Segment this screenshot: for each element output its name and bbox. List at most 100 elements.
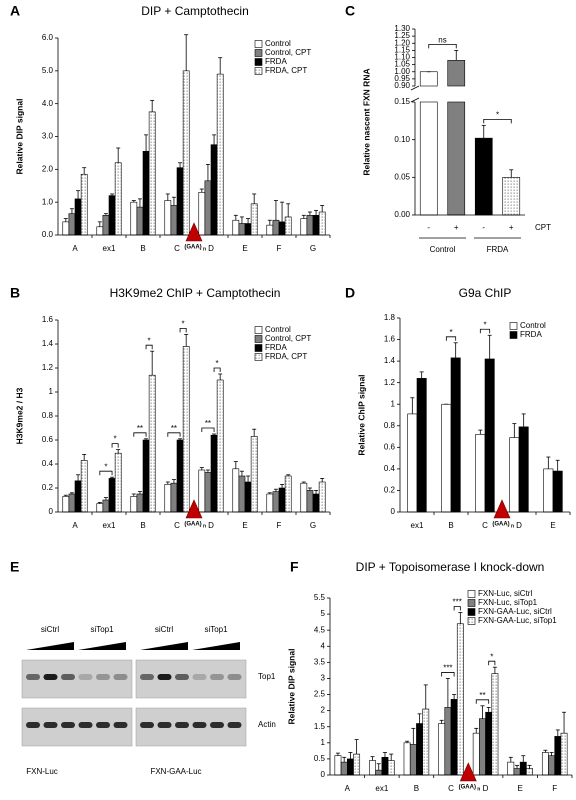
significance-bracket	[475, 699, 490, 704]
bar	[416, 723, 423, 776]
bar	[416, 378, 427, 513]
x-tick-label: -	[482, 223, 485, 232]
band	[227, 674, 242, 680]
x-tick-label: C	[174, 521, 180, 530]
chart-title: DIP + Camptothecin	[141, 4, 249, 18]
gaa-marker	[185, 222, 203, 242]
band	[157, 722, 172, 728]
bar	[526, 768, 533, 776]
bar	[541, 752, 549, 776]
significance-label: ***	[443, 664, 452, 673]
gaa-label: (GAA)	[184, 522, 201, 528]
bar	[475, 434, 486, 513]
bar	[198, 469, 206, 513]
legend-swatch	[509, 322, 518, 330]
bar	[62, 221, 70, 236]
panel-label: D	[345, 285, 355, 301]
legend-label: FRDA, CPT	[265, 352, 307, 361]
gaa-marker	[459, 762, 477, 782]
bar	[272, 491, 280, 513]
bar	[369, 760, 376, 776]
significance-label: **	[137, 424, 143, 433]
x-tick-label: E	[517, 784, 522, 793]
significance-bracket	[99, 470, 113, 476]
bar	[114, 452, 122, 513]
legend-label: FRDA, CPT	[265, 66, 307, 75]
y-tick-label: 0	[321, 770, 326, 779]
band	[26, 674, 40, 680]
legend-swatch	[254, 49, 263, 57]
y-tick-label: 0.6	[384, 442, 396, 451]
y-tick-label: 1.6	[384, 335, 396, 344]
band	[61, 674, 75, 680]
x-tick-label: F	[277, 521, 282, 530]
bar	[554, 736, 562, 776]
bar	[409, 744, 417, 776]
y-tick-label: 0	[391, 507, 396, 516]
bar	[502, 177, 521, 216]
y-tick-label: 4	[321, 641, 326, 650]
bar	[278, 487, 286, 513]
legend-swatch	[467, 599, 476, 607]
bar	[519, 761, 527, 776]
y-axis-label: H3K9me2 / H3	[14, 387, 24, 444]
gel	[135, 659, 247, 699]
bar	[509, 437, 520, 513]
bar	[108, 195, 116, 236]
y-tick-label: 4.0	[42, 99, 54, 108]
x-tick-label: A	[72, 521, 78, 530]
bar	[278, 221, 286, 236]
significance-bracket	[479, 328, 491, 334]
legend-label: FRDA	[520, 330, 542, 339]
band	[113, 722, 128, 728]
bar	[198, 192, 206, 236]
y-tick-label: 3.5	[314, 657, 326, 666]
panel-label: A	[10, 3, 20, 19]
bar	[102, 215, 110, 236]
bar	[130, 201, 138, 236]
bar	[176, 439, 184, 513]
bar	[62, 496, 70, 513]
bar	[306, 215, 314, 236]
bar	[381, 756, 389, 776]
significance-label: *	[490, 652, 493, 661]
sample-label: FXN-Luc	[26, 767, 58, 776]
significance-bracket	[428, 43, 457, 49]
bar	[266, 493, 274, 513]
bar	[485, 711, 493, 776]
y-tick-label: 1	[321, 738, 326, 747]
bar	[204, 472, 212, 513]
bar	[312, 493, 320, 513]
band	[210, 722, 224, 728]
band	[192, 722, 207, 728]
significance-label: **	[479, 691, 485, 700]
group-label: FRDA	[487, 245, 509, 254]
y-tick-label: 0	[49, 507, 54, 516]
chart-title: G9a ChIP	[459, 286, 512, 300]
y-tick-label: 1.05	[394, 60, 410, 69]
significance-bracket	[145, 344, 153, 350]
bar	[422, 708, 430, 776]
bar	[130, 496, 138, 513]
bar	[284, 216, 292, 236]
dose-wedge	[192, 642, 240, 650]
bar	[96, 226, 104, 236]
bar	[238, 223, 246, 236]
bar	[447, 60, 466, 87]
legend-swatch	[467, 617, 476, 625]
legend-label: FRDA	[265, 57, 287, 66]
significance-bracket	[167, 432, 181, 437]
y-tick-label: 6.0	[42, 33, 54, 42]
gaa-label: (GAA)	[492, 522, 509, 528]
significance-label: *	[104, 462, 107, 471]
y-tick-label: 0.90	[394, 81, 410, 90]
gel	[135, 707, 247, 747]
bar	[96, 503, 104, 513]
panel-label: C	[345, 3, 355, 19]
dose-wedge	[26, 642, 74, 650]
y-tick-label: 1.20	[394, 38, 410, 47]
y-tick-label: 1.8	[384, 313, 396, 322]
bar	[102, 499, 110, 513]
x-tick-label: A	[345, 784, 351, 793]
band	[26, 722, 40, 728]
